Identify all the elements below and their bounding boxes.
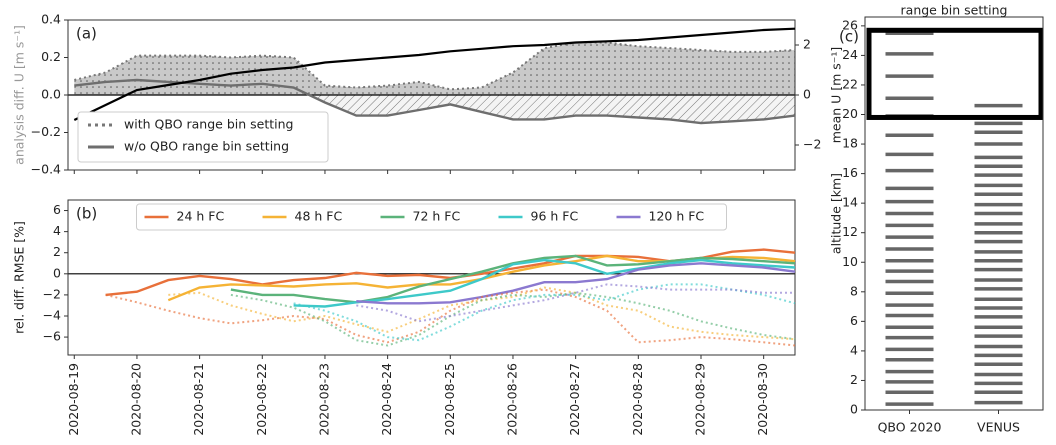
legend-label: 96 h FC [531, 209, 579, 224]
series-line [293, 258, 796, 308]
panel-label: (a) [76, 25, 97, 43]
y-tick-label: 6 [53, 202, 61, 217]
x-tick-label: 2020-08-24 [379, 363, 394, 436]
y-tick-label: 2 [53, 244, 61, 259]
series-line [356, 283, 795, 323]
series-line [230, 291, 796, 347]
y-tick-label: −2 [43, 286, 61, 301]
x-tick-label: 2020-08-26 [504, 363, 519, 436]
y-tick-label: 16 [842, 165, 858, 180]
legend-box [77, 111, 329, 163]
legend-label: with QBO range bin setting [124, 117, 293, 132]
y-tick-label: 10 [842, 254, 858, 269]
legend-label: 120 h FC [649, 209, 705, 224]
x-tick-label: 2020-08-25 [442, 363, 457, 436]
legend-label: 24 h FC [177, 209, 225, 224]
y-tick-label: −0.4 [31, 162, 61, 177]
x-tick-label: 2020-08-22 [254, 363, 269, 436]
x-tick-label: 2020-08-27 [567, 363, 582, 436]
x-tick-label: 2020-08-19 [66, 363, 81, 436]
y-tick-label: 6 [850, 313, 858, 328]
y-tick-label: 0.4 [41, 12, 61, 27]
panel-label: (b) [76, 205, 97, 223]
y-tick-label: 0.0 [41, 87, 61, 102]
area-dots [74, 42, 796, 95]
y-tick-label: 8 [850, 283, 858, 298]
x-tick-label: 2020-08-21 [191, 363, 206, 436]
legend-label: 72 h FC [413, 209, 461, 224]
plot-frame [67, 199, 796, 356]
panel-label: (c) [839, 28, 859, 46]
y-tick-label: 20 [842, 106, 858, 121]
y-tick-label: 4 [53, 223, 61, 238]
x-tick-label: 2020-08-28 [630, 363, 645, 436]
y-tick-label: 12 [842, 224, 858, 239]
y-axis-label: rel. diff. RMSE [%] [12, 221, 27, 334]
series-line [74, 41, 796, 91]
plot-frame [864, 16, 1044, 411]
y-tick-label: −6 [43, 329, 61, 344]
y-tick-label: −0.2 [31, 124, 61, 139]
series-line [74, 78, 796, 125]
series-line [105, 248, 796, 297]
legend-box [136, 203, 727, 231]
y-tick-label: 14 [842, 195, 858, 210]
y-tick-label: 0 [53, 265, 61, 280]
x-tick-label: 2020-08-20 [128, 363, 143, 436]
y-tick-label: −4 [43, 307, 61, 322]
fills [74, 42, 796, 124]
x-tick-label: QBO 2020 [878, 420, 942, 435]
y-axis-label: analysis diff. U [m s⁻¹] [12, 25, 27, 165]
series-line [73, 27, 796, 121]
x-tick-label: VENUS [977, 420, 1020, 435]
y2-tick-label: 2 [803, 37, 811, 52]
highlight-box [866, 27, 1044, 120]
x-tick-label: 2020-08-29 [692, 363, 707, 436]
y-tick-label: 0 [850, 402, 858, 417]
y-axis-label: altitude [km] [829, 173, 844, 254]
series-line [105, 288, 796, 347]
y2-axis-label: mean U [m s⁻¹] [829, 47, 844, 144]
area-hatch [74, 95, 795, 124]
y-tick-label: 4 [850, 342, 858, 357]
x-tick-label: 2020-08-30 [755, 363, 770, 436]
y-tick-label: 22 [842, 76, 858, 91]
y-tick-label: 0.2 [41, 49, 61, 64]
y2-tick-label: 0 [803, 87, 811, 102]
series-line [293, 283, 796, 342]
y-tick-label: 26 [842, 17, 858, 32]
legend-label: w/o QBO range bin setting [124, 139, 289, 154]
y2-tick-label: −2 [803, 137, 821, 152]
panel-title: range bin setting [901, 3, 1008, 18]
series-line [356, 262, 796, 305]
legend-label: 48 h FC [295, 209, 343, 224]
x-tick-label: 2020-08-23 [316, 363, 331, 436]
y-tick-label: 2 [850, 372, 858, 387]
y-tick-label: 18 [842, 136, 858, 151]
y-tick-label: 24 [842, 47, 858, 62]
